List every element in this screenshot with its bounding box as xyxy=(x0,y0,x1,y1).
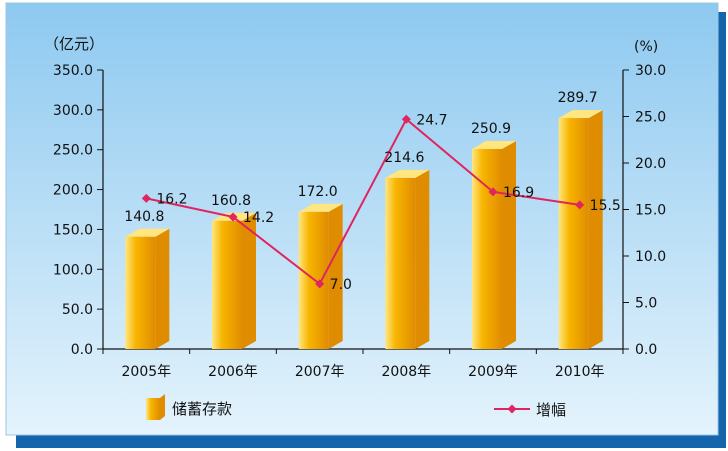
bar-front xyxy=(212,220,242,349)
left-axis-unit: （亿元） xyxy=(44,35,104,53)
legend-bar-swatch xyxy=(146,398,160,420)
bar-top xyxy=(472,140,516,149)
bar-top xyxy=(298,203,343,212)
x-tick-label: 2006年 xyxy=(208,364,258,380)
x-tick-label: 2009年 xyxy=(468,364,518,380)
left-tick-label: 0.0 xyxy=(71,342,93,358)
growth-marker xyxy=(228,212,238,222)
right-tick-label: 5.0 xyxy=(635,296,657,312)
right-tick-label: 10.0 xyxy=(635,249,666,265)
bar-side xyxy=(415,169,430,349)
growth-marker xyxy=(401,114,411,124)
right-tick-label: 0.0 xyxy=(635,342,657,358)
bar xyxy=(558,110,603,349)
growth-value-label: 16.9 xyxy=(503,185,534,201)
x-tick-label: 2008年 xyxy=(382,364,432,380)
growth-value-label: 16.2 xyxy=(156,191,187,207)
legend: 储蓄存款 增幅 xyxy=(146,394,566,420)
bar-side xyxy=(155,228,170,349)
right-tick-label: 25.0 xyxy=(635,110,666,126)
bar xyxy=(385,169,430,349)
legend-line-label: 增幅 xyxy=(536,401,566,419)
growth-line xyxy=(146,117,580,286)
bar-top xyxy=(558,110,603,119)
line-series xyxy=(141,114,585,289)
x-tick-label: 2010年 xyxy=(555,364,605,380)
x-tick-label: 2007年 xyxy=(295,364,345,380)
left-tick-label: 100.0 xyxy=(53,262,93,278)
bar-value-label: 250.9 xyxy=(471,121,511,137)
growth-value-label: 15.5 xyxy=(590,198,621,214)
legend-line-marker xyxy=(507,404,517,414)
bar-front xyxy=(558,118,589,349)
x-tick-label: 2005年 xyxy=(122,364,172,380)
legend-bar-label: 储蓄存款 xyxy=(172,400,232,418)
growth-value-label: 14.2 xyxy=(243,210,274,226)
bar-top xyxy=(125,228,170,237)
bar-front xyxy=(385,177,416,349)
growth-marker xyxy=(141,193,151,203)
legend-bar-side xyxy=(160,394,165,420)
bar-value-label: 160.8 xyxy=(211,193,251,209)
left-tick-label: 350.0 xyxy=(53,63,93,79)
bar-value-label: 289.7 xyxy=(558,90,598,106)
left-tick-label: 200.0 xyxy=(53,183,93,199)
right-axis-unit: (%) xyxy=(634,39,658,55)
bar-side xyxy=(242,212,256,349)
left-tick-label: 250.0 xyxy=(53,143,93,159)
bar xyxy=(472,140,516,349)
bar xyxy=(212,212,256,349)
left-tick-label: 150.0 xyxy=(53,222,93,238)
bar-front xyxy=(125,236,156,349)
bar-front xyxy=(472,148,502,349)
bar-value-label: 214.6 xyxy=(384,150,424,166)
growth-value-label: 7.0 xyxy=(330,277,352,293)
data-labels: 140.8 160.8 172.0 214.6 250.9 289.7 16.2 14.2 7.… xyxy=(124,90,621,293)
axes: 0.0 50.0 100.0 150.0 200.0 250.0 300.0 350.0 0.0… xyxy=(44,35,666,380)
bar-value-label: 172.0 xyxy=(298,184,338,200)
bar-side xyxy=(588,110,603,349)
growth-marker xyxy=(575,200,585,210)
chart-panel xyxy=(5,2,719,436)
bar-top xyxy=(385,169,430,178)
growth-value-label: 24.7 xyxy=(416,112,447,128)
left-tick-label: 300.0 xyxy=(53,103,93,119)
right-tick-label: 15.0 xyxy=(635,203,666,219)
right-tick-label: 30.0 xyxy=(635,63,666,79)
left-tick-label: 50.0 xyxy=(62,302,93,318)
bar-value-label: 140.8 xyxy=(124,209,164,225)
bar-side xyxy=(502,140,516,349)
right-tick-label: 20.0 xyxy=(635,156,666,172)
growth-marker xyxy=(315,279,325,289)
bar xyxy=(125,228,170,349)
growth-marker xyxy=(488,187,498,197)
bar-side xyxy=(328,203,343,349)
